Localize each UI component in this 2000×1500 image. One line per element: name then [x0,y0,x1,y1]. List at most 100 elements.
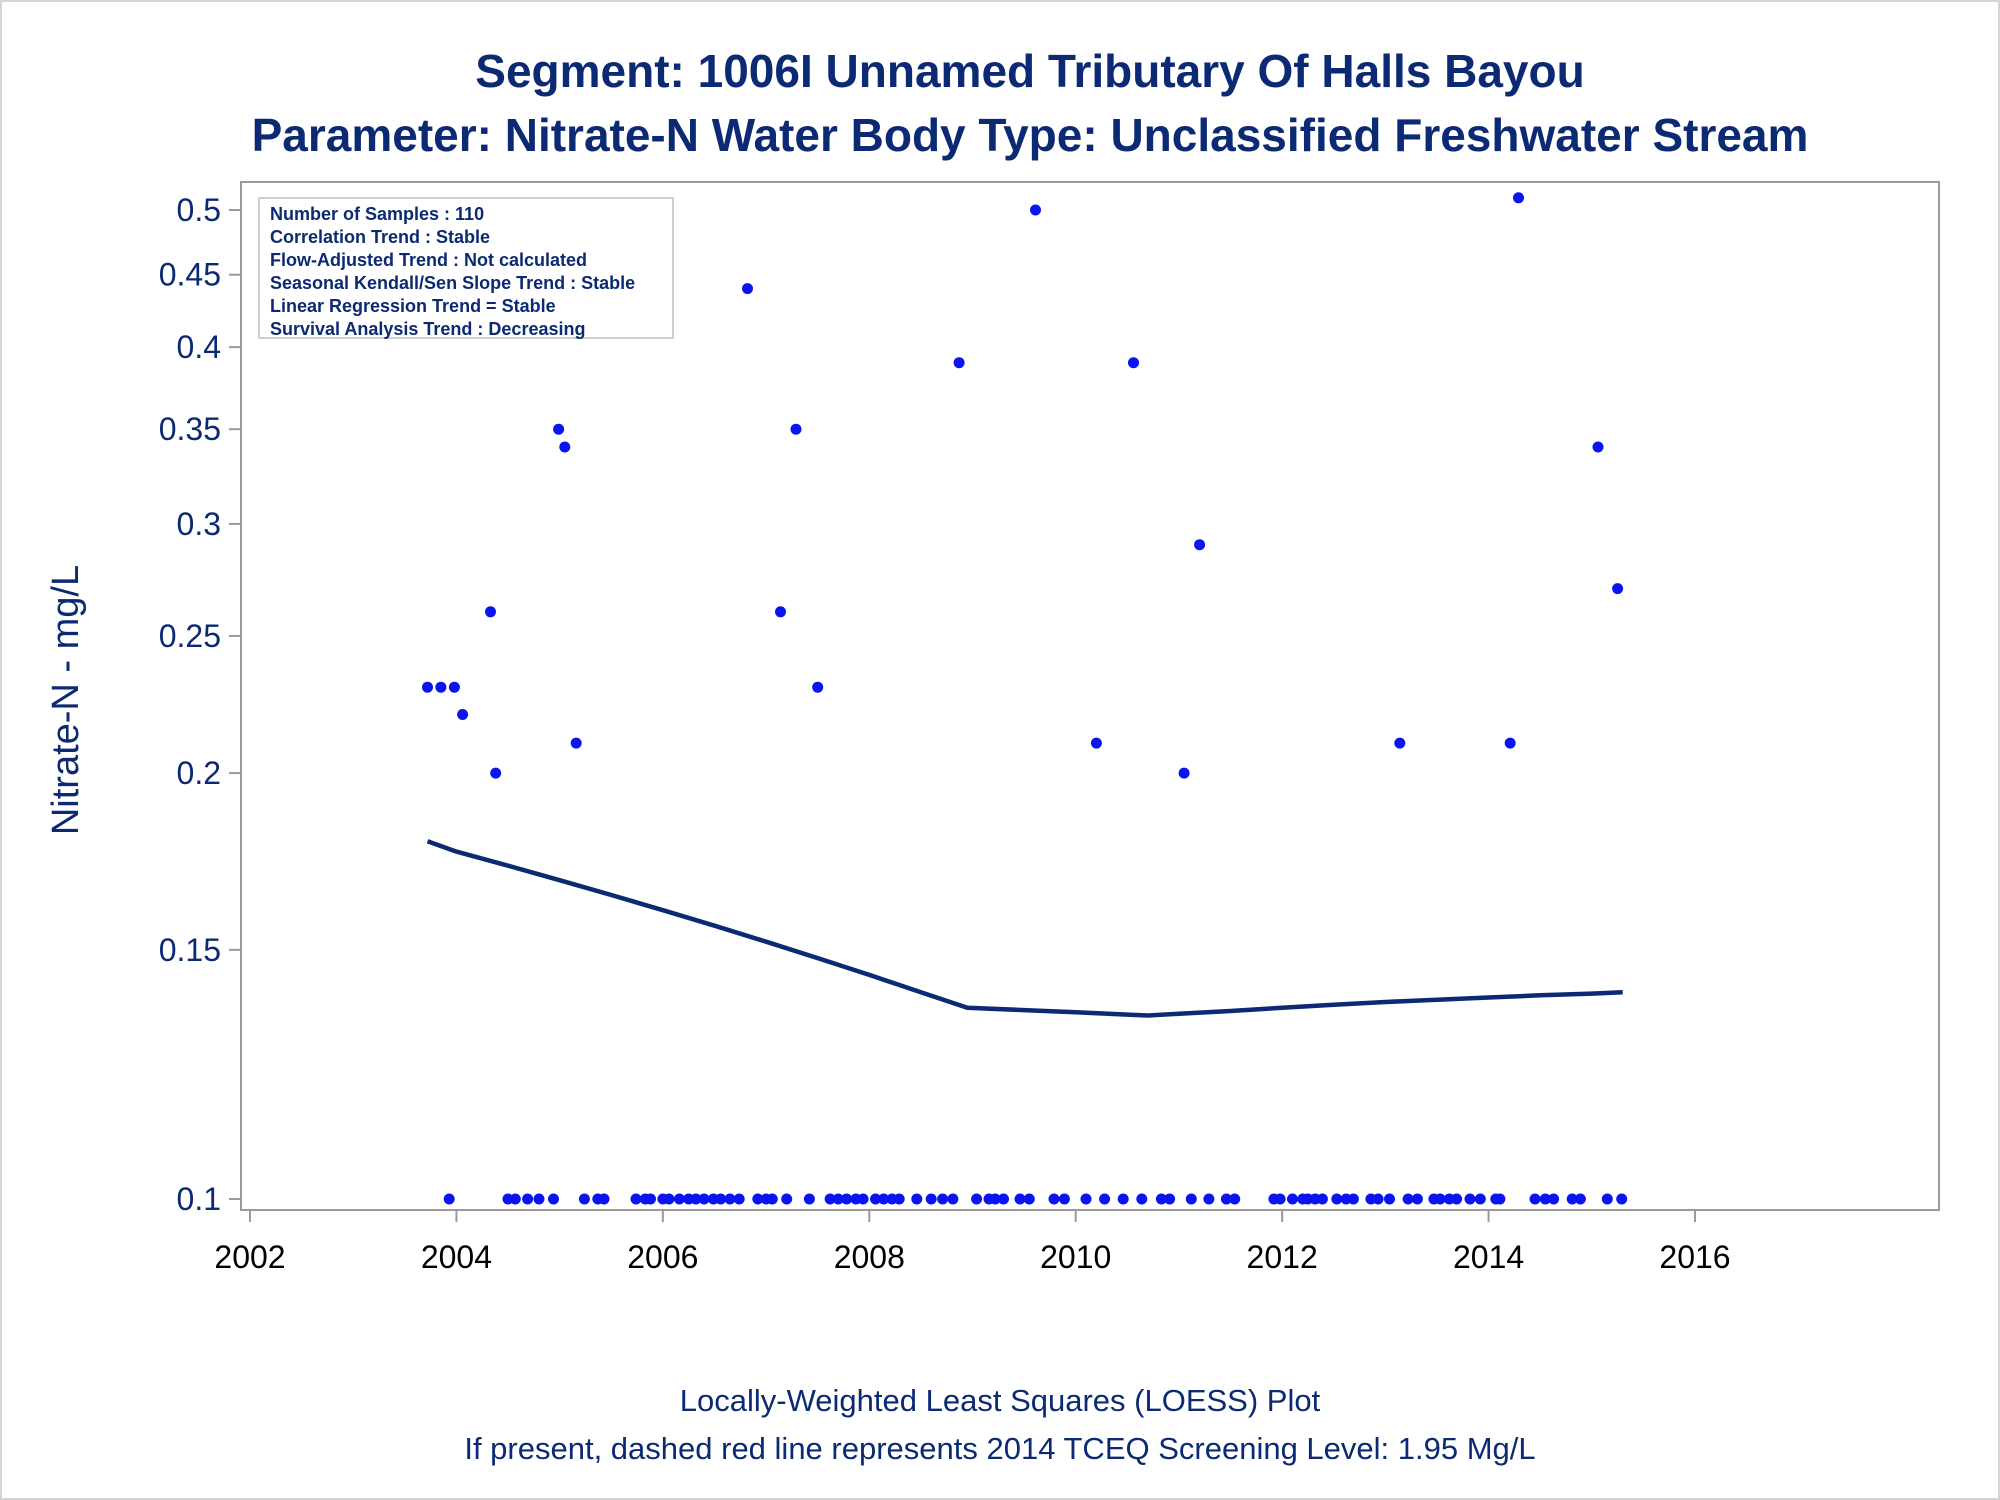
data-point [598,1193,610,1205]
data-point [559,441,571,453]
data-point [1164,1193,1176,1205]
y-tick-label: 0.25 [159,618,221,654]
data-point [1194,539,1206,551]
data-point [533,1193,545,1205]
data-point [752,1193,764,1205]
data-point [1574,1193,1586,1205]
loess-line [426,839,1623,1018]
data-point [1372,1193,1384,1205]
data-point [878,1193,890,1205]
data-point [832,1193,844,1205]
data-point [742,283,753,295]
data-point [457,709,469,720]
data-point [690,1193,702,1205]
data-point [1080,1193,1092,1205]
data-point [548,1193,559,1205]
data-point [422,681,433,693]
y-tick-label: 0.45 [159,257,221,293]
data-point [1274,1193,1286,1205]
y-axis-label: Nitrate-N - mg/L [45,565,87,835]
data-point [1513,192,1524,204]
data-point [448,681,460,693]
data-point [1117,1193,1129,1205]
stats-survival-analysis-trend: Survival Analysis Trend : Decreasing [270,319,586,339]
chart-title: Segment: 1006I Unnamed Tributary Of Hall… [475,45,1585,97]
data-point [893,1193,905,1205]
x-axis: 2002 2004 2006 2008 2010 2012 2014 2016 [214,1210,1731,1275]
data-point [1384,1193,1395,1205]
data-point [1048,1193,1060,1205]
data-point [1099,1193,1111,1205]
data-point [1548,1193,1560,1205]
data-points [422,192,1628,1205]
data-point [1178,767,1190,779]
data-point [673,1193,685,1205]
data-point [578,1193,590,1205]
data-point [1058,1193,1070,1205]
data-point [812,681,824,693]
data-point [937,1193,949,1205]
data-point [1090,737,1102,749]
data-point [1347,1193,1359,1205]
data-point [630,1193,642,1205]
data-point [663,1193,675,1205]
data-point [1023,1193,1035,1205]
y-tick-label: 0.1 [177,1181,221,1217]
data-point [1030,204,1041,216]
data-point [522,1193,534,1205]
data-point [490,767,502,779]
data-point [998,1193,1009,1205]
data-point [781,1193,793,1205]
data-point [971,1193,983,1205]
x-tick-label: 2010 [1040,1239,1111,1275]
data-point [870,1193,881,1205]
data-point [1220,1193,1232,1205]
data-point [435,681,447,693]
plot-area [240,181,1940,1211]
data-point [1316,1193,1328,1205]
data-point [553,423,565,435]
x-tick-label: 2006 [627,1239,698,1275]
data-point [1616,1193,1628,1205]
data-point [1592,441,1604,453]
data-point [570,737,582,749]
footer-screening-note: If present, dashed red line represents 2… [464,1431,1536,1466]
x-tick-label: 2014 [1453,1239,1524,1275]
data-point [1411,1193,1423,1205]
data-point [1539,1193,1551,1205]
data-point [1394,737,1406,749]
data-point [1128,357,1139,369]
data-point [645,1193,656,1205]
y-tick-label: 0.4 [177,329,221,365]
data-point [1402,1193,1414,1205]
data-point [1566,1193,1578,1205]
data-point [509,1193,521,1205]
data-point [766,1193,778,1205]
y-tick-label: 0.5 [177,192,221,228]
x-tick-label: 2016 [1659,1239,1730,1275]
data-point [1185,1193,1197,1205]
data-point [1229,1193,1241,1205]
stats-seasonal-kendall-trend: Seasonal Kendall/Sen Slope Trend : Stabl… [270,273,636,293]
y-tick-label: 0.3 [177,506,221,542]
x-tick-label: 2012 [1247,1239,1318,1275]
data-point [824,1193,836,1205]
footer-plot-type: Locally-Weighted Least Squares (LOESS) P… [679,1383,1321,1418]
data-point [841,1193,853,1205]
data-point [1494,1193,1506,1205]
stats-sample-count: Number of Samples : 110 [270,204,485,224]
data-point [1155,1193,1167,1205]
data-point [1136,1193,1148,1205]
data-point [1014,1193,1026,1205]
data-point [724,1193,736,1205]
data-point [1529,1193,1541,1205]
data-point [1601,1193,1613,1205]
y-tick-label: 0.15 [159,932,221,968]
data-point [925,1193,937,1205]
loess-curve-group [426,839,1623,1018]
data-point [733,1193,745,1205]
trend-stats-box: Number of Samples : 110 Correlation Tren… [258,197,674,339]
data-point [698,1193,710,1205]
data-point [1203,1193,1215,1205]
